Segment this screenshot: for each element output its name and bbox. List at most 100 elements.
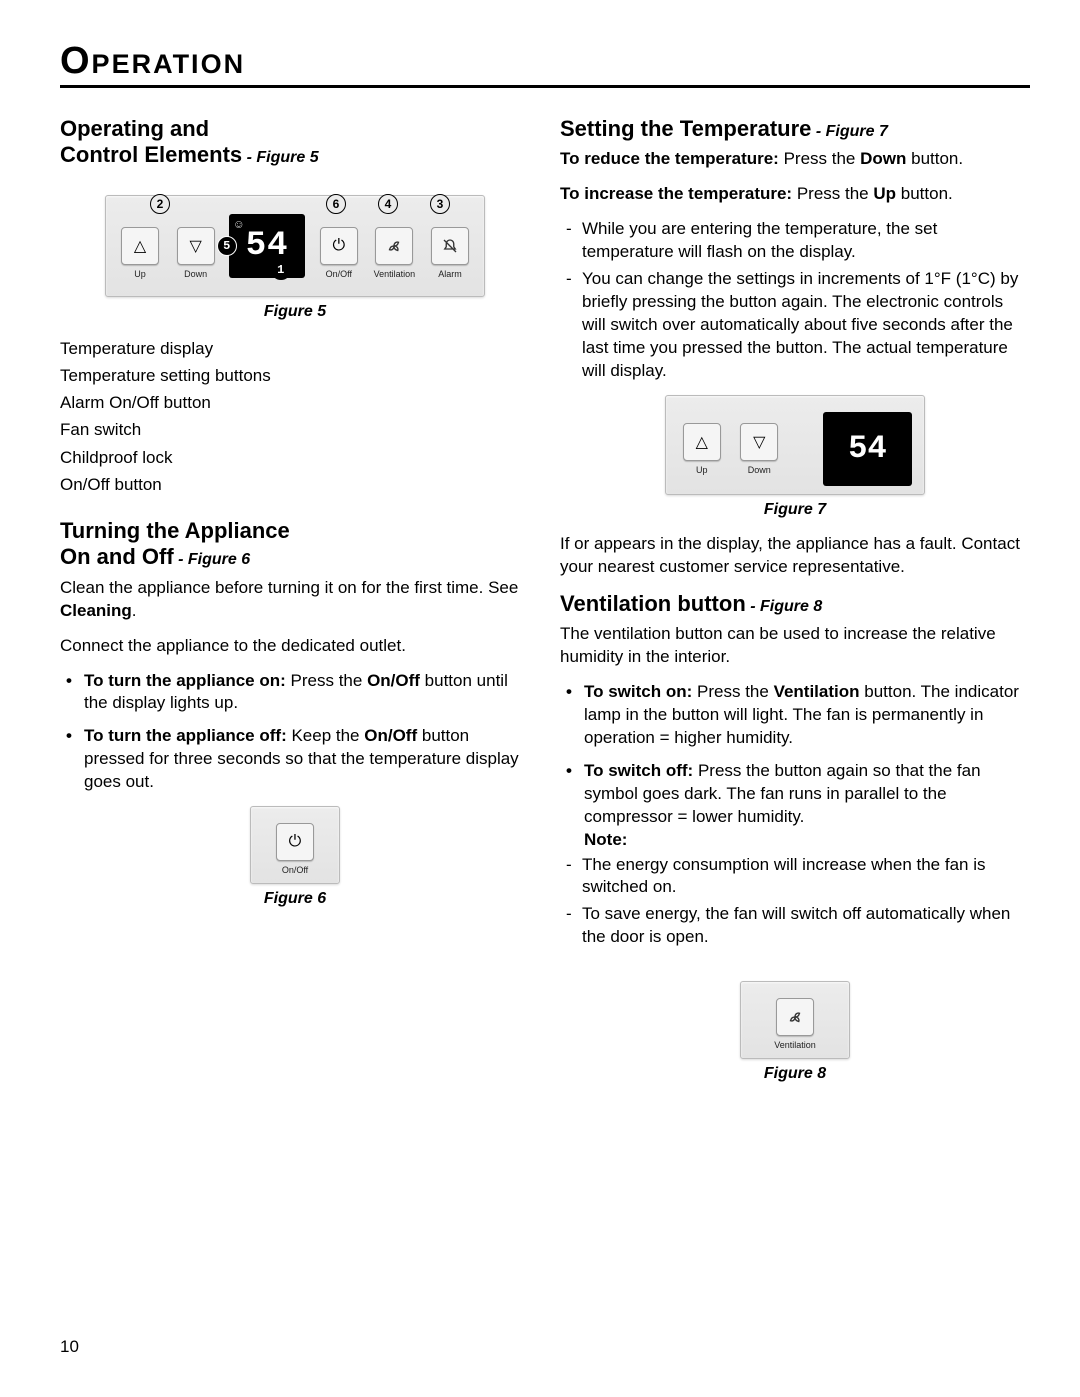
onoff-button[interactable]: ⏻ bbox=[320, 227, 358, 265]
list-item: The energy consumption will increase whe… bbox=[566, 854, 1030, 900]
list-item: To switch off: Press the button again so… bbox=[566, 760, 1030, 852]
down-button-group: ▽ Down bbox=[736, 423, 784, 475]
list-item: While you are entering the temperature, … bbox=[566, 218, 1030, 264]
page-number: 10 bbox=[60, 1337, 79, 1357]
figure-8-panel: Ventilation bbox=[740, 981, 850, 1059]
temperature-display: 54 bbox=[823, 412, 912, 486]
list-item: To turn the appliance on: Press the On/O… bbox=[66, 670, 530, 716]
smiley-icon: ☺ bbox=[235, 218, 243, 232]
text: Press the bbox=[692, 682, 773, 701]
heading-line1: Turning the Appliance bbox=[60, 518, 290, 543]
display-group: ☺ 5 54 1 bbox=[227, 214, 307, 292]
legend-item: Temperature display bbox=[60, 335, 530, 362]
callout-5: 5 bbox=[217, 236, 237, 256]
down-button[interactable]: ▽ bbox=[177, 227, 215, 265]
heading-ventilation: Ventilation button - Figure 8 bbox=[560, 591, 1030, 617]
left-column: Operating and Control Elements - Figure … bbox=[60, 116, 530, 1097]
text-bold: To switch on: bbox=[584, 682, 692, 701]
list-item: To save energy, the fan will switch off … bbox=[566, 903, 1030, 949]
text: button. bbox=[906, 149, 963, 168]
content-columns: Operating and Control Elements - Figure … bbox=[60, 116, 1030, 1097]
text: Clean the appliance before turning it on… bbox=[60, 578, 518, 597]
heading-text: Setting the Temperature bbox=[560, 116, 811, 141]
text-bold: On/Off bbox=[367, 671, 420, 690]
text-bold: To switch off: bbox=[584, 761, 693, 780]
figref-5: - Figure 5 bbox=[242, 149, 318, 166]
ventilation-button[interactable] bbox=[375, 227, 413, 265]
onoff-button-group: ⏻ On/Off bbox=[271, 823, 319, 875]
text: Press the bbox=[286, 671, 367, 690]
onoff-instructions: To turn the appliance on: Press the On/O… bbox=[66, 670, 530, 795]
text: button. bbox=[896, 184, 953, 203]
figure-5-legend: Temperature display Temperature setting … bbox=[60, 335, 530, 498]
text-bold: To increase the temperature: bbox=[560, 184, 792, 203]
fan-icon bbox=[385, 237, 403, 255]
figref-8: - Figure 8 bbox=[746, 598, 822, 615]
callout-1: 1 bbox=[271, 260, 291, 280]
fan-icon bbox=[786, 1008, 804, 1026]
paragraph-increase: To increase the temperature: Press the U… bbox=[560, 183, 1030, 206]
onoff-label: On/Off bbox=[282, 865, 308, 875]
paragraph-connect: Connect the appliance to the dedicated o… bbox=[60, 635, 530, 658]
text-bold: On/Off bbox=[364, 726, 417, 745]
up-label: Up bbox=[134, 269, 146, 279]
figure-6-panel: ⏻ On/Off bbox=[250, 806, 340, 884]
figure-8-caption: Figure 8 bbox=[560, 1065, 1030, 1083]
callout-4: 4 bbox=[378, 194, 398, 214]
text: . bbox=[132, 601, 137, 620]
text-bold: Ventilation bbox=[774, 682, 860, 701]
text-bold: To turn the appliance on: bbox=[84, 671, 286, 690]
temperature-notes: While you are entering the temperature, … bbox=[566, 218, 1030, 383]
text-bold: To reduce the temperature: bbox=[560, 149, 779, 168]
ventilation-label: Ventilation bbox=[774, 1040, 816, 1050]
figure-5-caption: Figure 5 bbox=[60, 303, 530, 321]
heading-line2: On and Off bbox=[60, 544, 174, 569]
up-label: Up bbox=[696, 465, 708, 475]
ventilation-button-group: Ventilation bbox=[765, 998, 825, 1050]
text: Keep the bbox=[287, 726, 365, 745]
temp-value: 54 bbox=[848, 430, 886, 467]
legend-item: Fan switch bbox=[60, 416, 530, 443]
paragraph-clean: Clean the appliance before turning it on… bbox=[60, 577, 530, 623]
figure-7-panel: △ Up ▽ Down 54 bbox=[665, 395, 925, 495]
figref-7: - Figure 7 bbox=[811, 123, 887, 140]
heading-turning-on-off: Turning the Appliance On and Off - Figur… bbox=[60, 518, 530, 571]
callout-3: 3 bbox=[430, 194, 450, 214]
list-item: To switch on: Press the Ventilation butt… bbox=[566, 681, 1030, 750]
onoff-button[interactable]: ⏻ bbox=[276, 823, 314, 861]
ventilation-instructions: To switch on: Press the Ventilation butt… bbox=[566, 681, 1030, 852]
down-button[interactable]: ▽ bbox=[740, 423, 778, 461]
text: Press the bbox=[779, 149, 860, 168]
legend-item: Temperature setting buttons bbox=[60, 362, 530, 389]
legend-item: Alarm On/Off button bbox=[60, 389, 530, 416]
ventilation-label: Ventilation bbox=[374, 269, 416, 279]
alarm-label: Alarm bbox=[438, 269, 462, 279]
text: Press the bbox=[792, 184, 873, 203]
page-title: Operation bbox=[60, 40, 1030, 88]
up-button-group: △ Up bbox=[116, 227, 164, 279]
callout-2: 2 bbox=[150, 194, 170, 214]
paragraph-fault: If or appears in the display, the applia… bbox=[560, 533, 1030, 579]
up-button[interactable]: △ bbox=[683, 423, 721, 461]
alarm-button[interactable] bbox=[431, 227, 469, 265]
down-label: Down bbox=[748, 465, 771, 475]
text-bold: Cleaning bbox=[60, 601, 132, 620]
text-bold: To turn the appliance off: bbox=[84, 726, 287, 745]
right-column: Setting the Temperature - Figure 7 To re… bbox=[560, 116, 1030, 1097]
display-spacer bbox=[266, 282, 269, 292]
ventilation-button[interactable] bbox=[776, 998, 814, 1036]
down-label: Down bbox=[184, 269, 207, 279]
heading-text: Ventilation button bbox=[560, 591, 746, 616]
heading-operating-elements: Operating and Control Elements - Figure … bbox=[60, 116, 530, 169]
alarm-button-group: Alarm bbox=[426, 227, 474, 279]
figure-7-caption: Figure 7 bbox=[560, 501, 1030, 519]
temperature-display: ☺ 5 54 1 bbox=[229, 214, 305, 278]
heading-line1: Operating and bbox=[60, 116, 209, 141]
list-item: You can change the settings in increment… bbox=[566, 268, 1030, 383]
list-item: To turn the appliance off: Keep the On/O… bbox=[66, 725, 530, 794]
paragraph-reduce: To reduce the temperature: Press the Dow… bbox=[560, 148, 1030, 171]
heading-line2: Control Elements bbox=[60, 142, 242, 167]
up-button[interactable]: △ bbox=[121, 227, 159, 265]
legend-item: On/Off button bbox=[60, 471, 530, 498]
onoff-label: On/Off bbox=[326, 269, 352, 279]
